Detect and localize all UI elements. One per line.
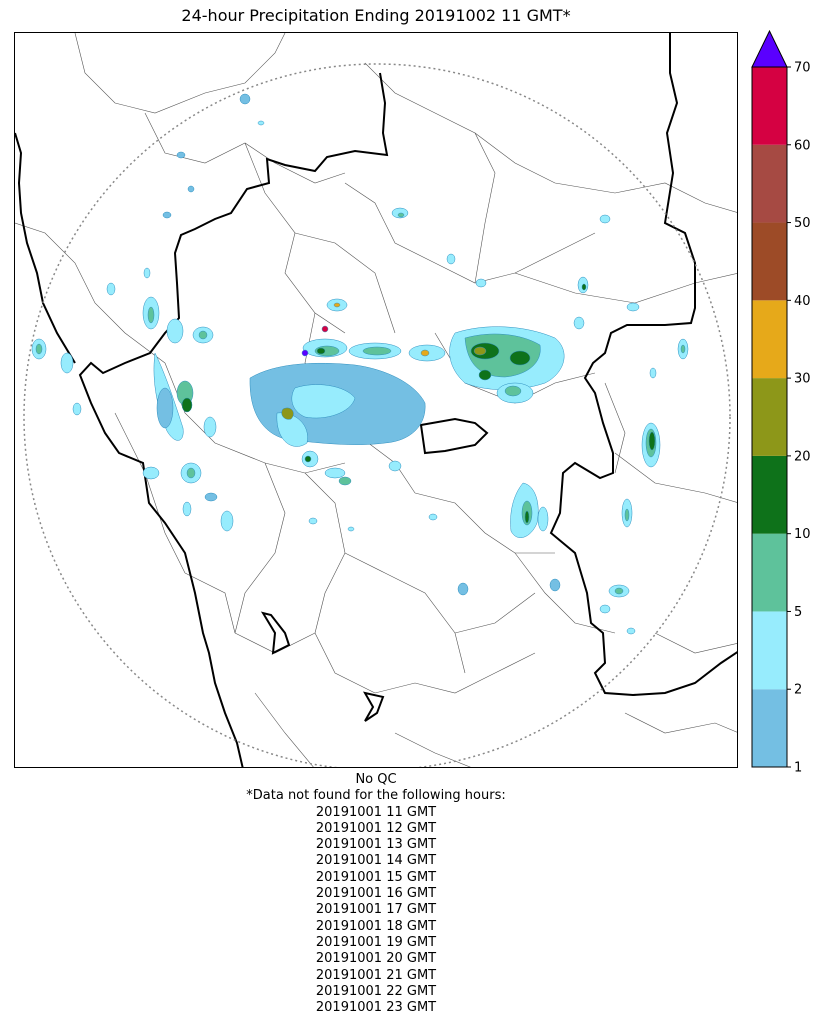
colorbar-segment: [752, 144, 787, 223]
notes-block: No QC *Data not found for the following …: [0, 772, 752, 1016]
colorbar-segment: [752, 455, 787, 534]
state-boundaries: [15, 33, 737, 767]
colorbar-segment: [752, 611, 787, 690]
missing-hour: 20191001 12 GMT: [315, 820, 437, 836]
map-canvas: [15, 33, 737, 767]
colorbar-tick-label: 5: [794, 605, 802, 620]
colorbar-tick-label: 2: [794, 683, 802, 698]
colorbar-segment: [752, 378, 787, 456]
colorbar-segment: [752, 222, 787, 301]
colorbar-tick-label: 40: [794, 294, 811, 309]
colorbar-segment: [752, 300, 787, 379]
colorbar-tick-label: 60: [794, 138, 811, 153]
colorbar-segment: [752, 689, 787, 767]
missing-hour: 20191001 16 GMT: [315, 886, 437, 902]
colorbar-tick-label: 50: [794, 216, 811, 231]
missing-hour: 20191001 23 GMT: [315, 1000, 437, 1016]
qc-note: No QC: [355, 772, 397, 787]
colorbar-segment: [752, 67, 787, 145]
radar-range-ring: [23, 63, 731, 767]
colorbar-border: [751, 66, 788, 768]
colorbar-tick-label: 10: [794, 527, 811, 542]
missing-hour: 20191001 11 GMT: [315, 804, 437, 820]
missing-hour: 20191001 20 GMT: [315, 951, 437, 967]
radar-map: [14, 32, 738, 768]
colorbar-tick-label: 1: [794, 761, 802, 776]
colorbar-extend-arrow: [751, 29, 788, 68]
missing-hour: 20191001 13 GMT: [315, 837, 437, 853]
colorbar: 1 2 5 10 20 30 40 50 60 70: [745, 28, 825, 778]
colorbar-tick-label: 70: [794, 61, 811, 76]
colorbar-tick-label: 30: [794, 372, 811, 387]
missing-hour: 20191001 19 GMT: [315, 934, 437, 950]
missing-hour: 20191001 15 GMT: [315, 869, 437, 885]
missing-hour: 20191001 14 GMT: [315, 853, 437, 869]
precipitation-areas: [31, 93, 689, 635]
missing-hour: 20191001 18 GMT: [315, 918, 437, 934]
colorbar-segment: [752, 533, 787, 612]
map-title: 24-hour Precipitation Ending 20191002 11…: [181, 6, 571, 25]
missing-hour: 20191001 21 GMT: [315, 967, 437, 983]
missing-data-header: *Data not found for the following hours:: [246, 788, 506, 804]
missing-hour: 20191001 22 GMT: [315, 983, 437, 999]
colorbar-scale: 1 2 5 10 20 30 40 50 60 70: [751, 29, 811, 776]
colorbar-tick-label: 20: [794, 449, 811, 464]
missing-hour: 20191001 17 GMT: [315, 902, 437, 918]
